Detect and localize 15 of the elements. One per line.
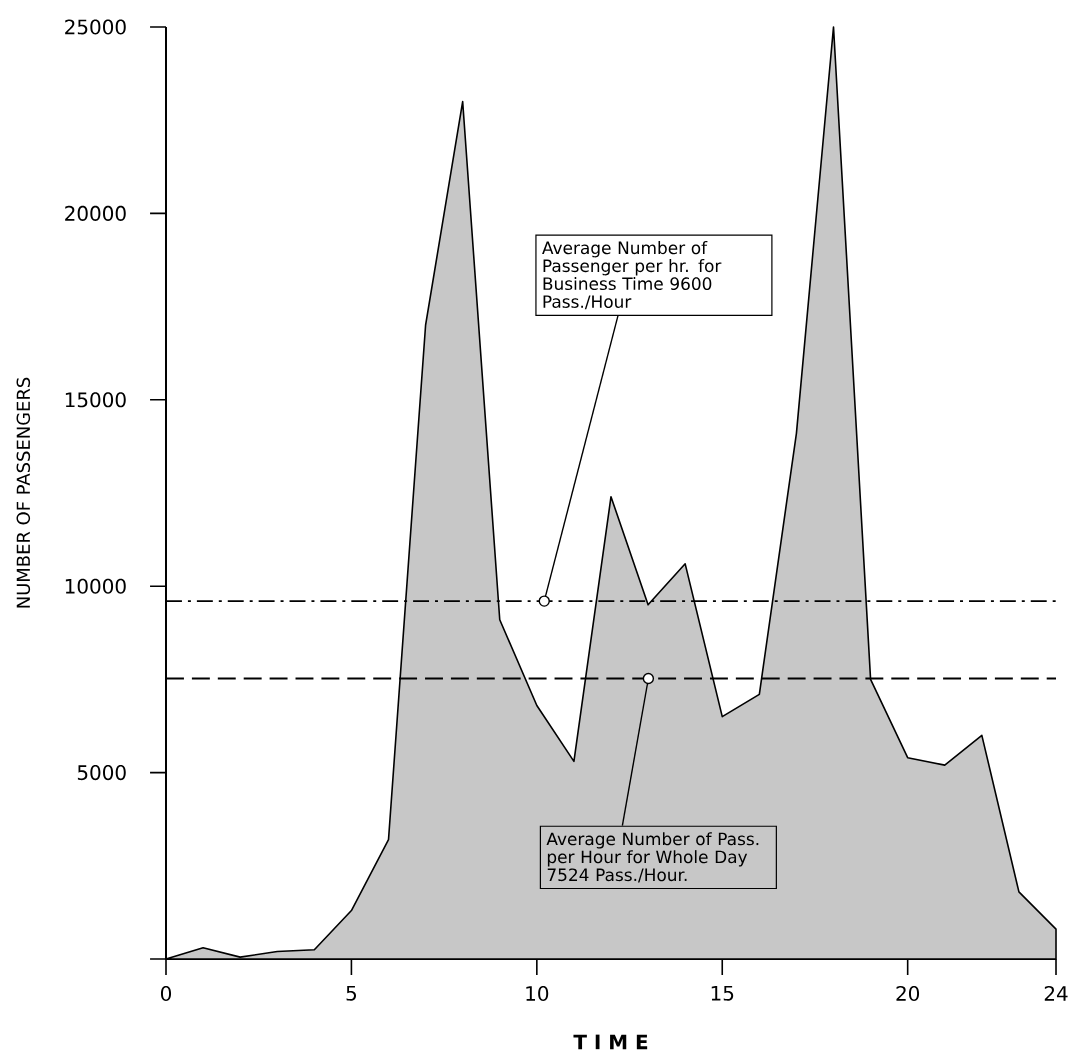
x-tick-label: 24 (1044, 985, 1068, 1001)
annotation: Average Number of Passenger per hr. for Business Time 9600 Pass./Hour (542, 241, 722, 310)
y-axis-title: NUMBER OF PASSENGERS (16, 377, 31, 608)
y-tick-label: 5000 (77, 765, 126, 781)
x-tick-label: 20 (896, 985, 920, 1002)
y-tick-label: 25000 (65, 19, 126, 35)
x-tick-label: 0 (160, 985, 172, 1002)
x-tick-label: 5 (346, 985, 357, 1001)
x-tick-label: 15 (711, 985, 734, 1001)
y-tick-label: 20000 (65, 205, 126, 221)
annotation: Average Number of Pass. per Hour for Whole Day 7524 Pass./Hour. (546, 832, 759, 883)
x-axis-title: T I M E (573, 1034, 648, 1050)
y-tick-label: 10000 (65, 578, 126, 594)
x-tick-label: 10 (526, 985, 549, 1002)
y-tick-label: 15000 (65, 392, 126, 408)
